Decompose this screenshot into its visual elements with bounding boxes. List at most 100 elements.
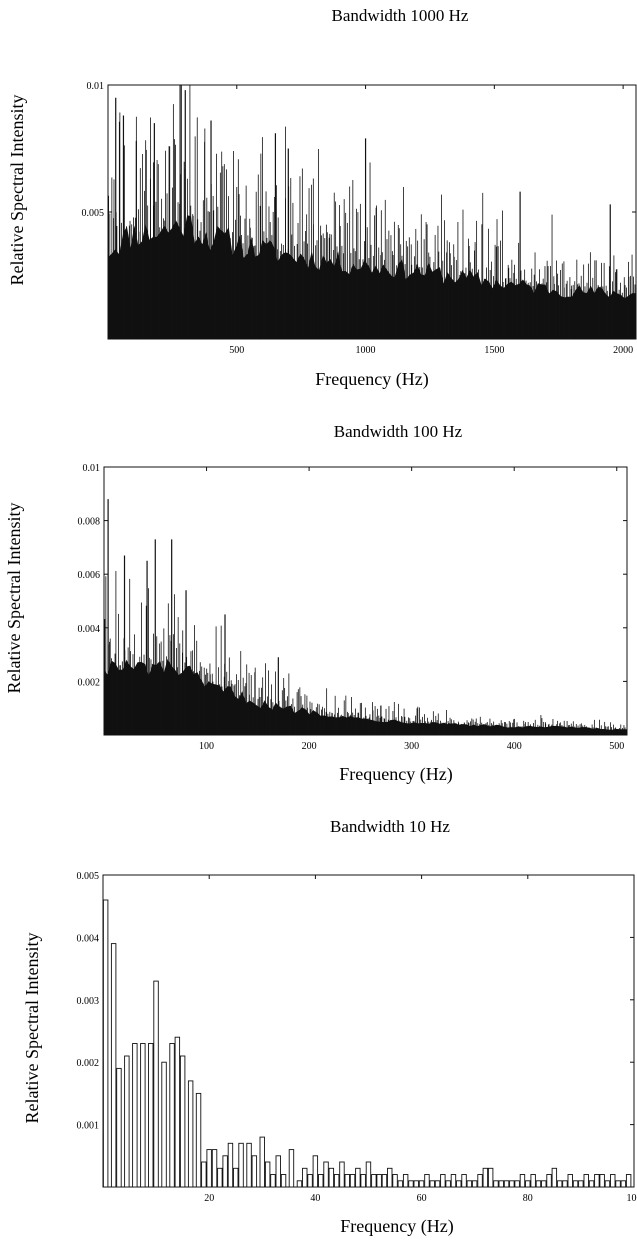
bar xyxy=(594,1174,600,1188)
bar xyxy=(610,1174,616,1188)
bar xyxy=(288,1149,295,1188)
bar xyxy=(471,1180,478,1188)
bar xyxy=(222,1155,228,1188)
x-tick-label: 1500 xyxy=(484,345,504,356)
bar xyxy=(132,1043,138,1188)
bar xyxy=(275,1155,281,1188)
bar xyxy=(456,1180,462,1188)
y-tick-label: 0.003 xyxy=(77,996,100,1007)
chart-2-plot-area: 100 200 300 400 500 0.002 0.004 0.006 0.008 0.01 xyxy=(78,463,628,752)
bar xyxy=(246,1142,252,1188)
bar xyxy=(251,1155,258,1188)
chart-2-title: Bandwidth 100 Hz xyxy=(334,422,463,441)
bar xyxy=(567,1174,573,1188)
x-tick-label: 500 xyxy=(229,345,244,356)
bar xyxy=(371,1174,377,1188)
bar xyxy=(530,1174,536,1188)
bar xyxy=(525,1180,531,1188)
bar xyxy=(307,1174,313,1188)
bar xyxy=(148,1043,154,1188)
bar xyxy=(429,1180,435,1188)
bar xyxy=(116,1067,122,1188)
chart-1-x-axis-label: Frequency (Hz) xyxy=(315,369,428,390)
bar xyxy=(387,1167,393,1188)
bar xyxy=(535,1180,542,1188)
x-tick-label: 1000 xyxy=(356,345,376,356)
bar xyxy=(397,1180,404,1188)
bar xyxy=(509,1180,515,1188)
bar xyxy=(625,1174,632,1188)
chart-3-title: Bandwidth 10 Hz xyxy=(330,817,450,836)
bar xyxy=(376,1174,382,1188)
bar xyxy=(153,980,159,1188)
bar xyxy=(328,1167,335,1188)
y-tick-label: 0.008 xyxy=(78,517,101,528)
bar xyxy=(503,1180,510,1188)
bar xyxy=(402,1174,409,1188)
bar xyxy=(201,1161,207,1188)
x-tick-label: 100 xyxy=(627,1193,637,1204)
bar xyxy=(161,1061,167,1188)
x-tick-label: 2000 xyxy=(613,345,633,356)
bar xyxy=(440,1174,446,1188)
x-tick-label: 60 xyxy=(417,1193,427,1204)
x-tick-label: 100 xyxy=(199,741,214,752)
bar xyxy=(124,1055,130,1188)
bar xyxy=(541,1180,547,1188)
chart-3-plot-area: 20 40 60 80 100 0.001 0.002 0.003 0.004 0.005 xyxy=(77,871,637,1204)
chart-2: Bandwidth 100 Hz Relative Spectral Inten… xyxy=(4,422,628,785)
y-tick-label: 0.004 xyxy=(77,933,100,944)
bar xyxy=(572,1180,579,1188)
bar xyxy=(233,1167,239,1188)
chart-1-title: Bandwidth 1000 Hz xyxy=(332,6,469,25)
bar xyxy=(195,1092,202,1188)
bar xyxy=(450,1174,457,1188)
bar xyxy=(179,1055,186,1188)
bar xyxy=(583,1174,589,1188)
bar xyxy=(333,1174,340,1188)
bar xyxy=(302,1167,308,1188)
bar xyxy=(424,1174,430,1188)
chart-1: Bandwidth 1000 Hz Relative Spectral Inte… xyxy=(7,6,637,390)
bar xyxy=(206,1149,212,1188)
bar xyxy=(296,1180,303,1188)
bar xyxy=(615,1180,621,1188)
bar xyxy=(211,1149,218,1188)
x-tick-label: 40 xyxy=(310,1193,320,1204)
y-tick-label: 0.005 xyxy=(77,871,100,882)
y-tick-label: 0.002 xyxy=(78,677,101,688)
bar xyxy=(238,1142,244,1188)
bar xyxy=(588,1180,595,1188)
y-tick-label: 0.001 xyxy=(77,1121,100,1132)
bar xyxy=(344,1174,350,1188)
bar xyxy=(227,1142,234,1188)
bar xyxy=(217,1167,223,1188)
bar xyxy=(551,1167,558,1188)
bar xyxy=(312,1155,319,1188)
bar xyxy=(413,1180,419,1188)
y-tick-label: 0.01 xyxy=(87,81,105,92)
bar xyxy=(392,1174,398,1188)
bar xyxy=(318,1174,324,1188)
bar xyxy=(599,1174,605,1188)
chart-1-plot-area: 500 1000 1500 2000 0.005 0.01 xyxy=(82,81,637,356)
bar xyxy=(264,1161,271,1188)
bar xyxy=(562,1180,568,1188)
x-tick-label: 80 xyxy=(523,1193,533,1204)
chart-3-y-axis-label: Relative Spectral Intensity xyxy=(22,933,42,1124)
y-tick-label: 0.004 xyxy=(78,624,101,635)
x-tick-label: 300 xyxy=(404,741,419,752)
chart-1-y-axis-label: Relative Spectral Intensity xyxy=(7,95,27,286)
bar xyxy=(355,1167,361,1188)
bar xyxy=(434,1180,441,1188)
bar xyxy=(519,1174,526,1188)
y-tick-label: 0.006 xyxy=(78,570,101,581)
bar xyxy=(546,1174,552,1188)
bar xyxy=(187,1080,194,1188)
y-tick-label: 0.002 xyxy=(77,1058,100,1069)
bar xyxy=(604,1180,611,1188)
chart-3-x-axis-label: Frequency (Hz) xyxy=(340,1216,453,1237)
chart-2-y-axis-label: Relative Spectral Intensity xyxy=(4,503,24,694)
bar xyxy=(461,1174,467,1188)
x-tick-label: 400 xyxy=(507,741,522,752)
